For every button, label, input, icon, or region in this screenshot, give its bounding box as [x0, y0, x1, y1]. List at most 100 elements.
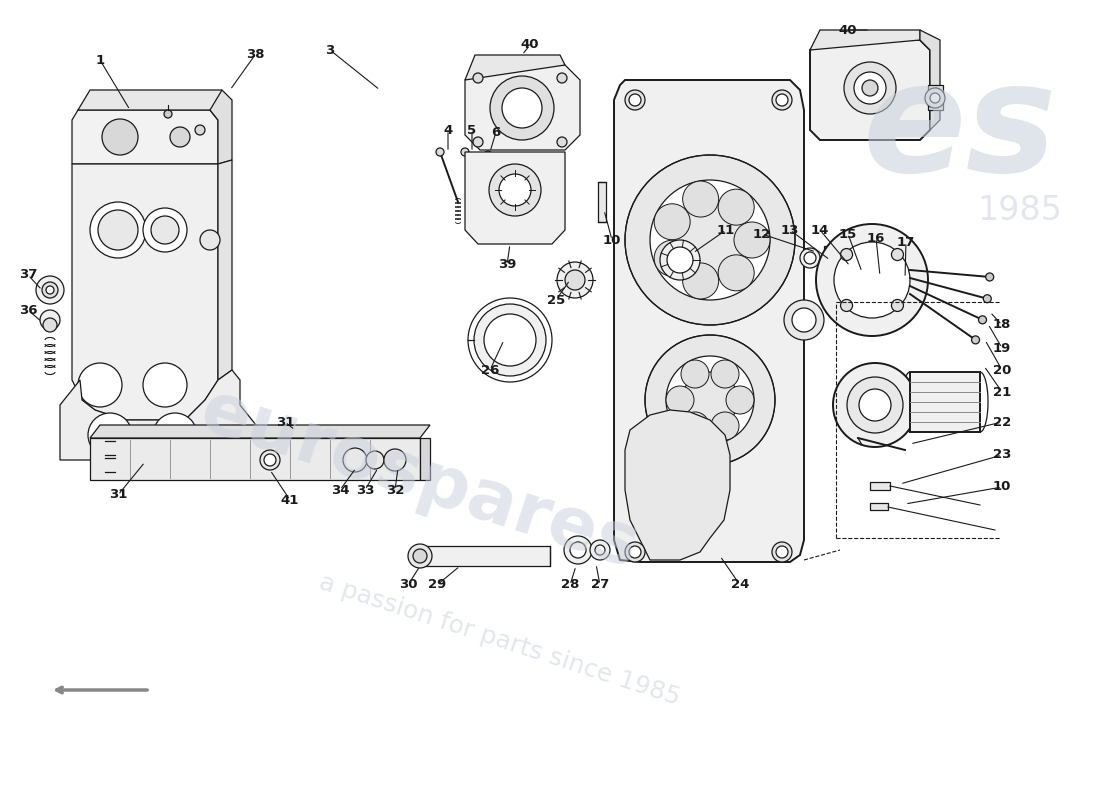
Text: 10: 10 [603, 234, 622, 246]
Text: eurospares: eurospares [192, 377, 648, 583]
Circle shape [930, 93, 940, 103]
Text: 19: 19 [993, 342, 1011, 354]
Polygon shape [465, 65, 580, 150]
Text: 24: 24 [730, 578, 749, 591]
Circle shape [711, 412, 739, 440]
Text: es: es [862, 55, 1057, 205]
Circle shape [986, 273, 993, 281]
Circle shape [859, 389, 891, 421]
Polygon shape [90, 425, 430, 438]
Circle shape [412, 549, 427, 563]
Text: 29: 29 [428, 578, 447, 591]
Circle shape [718, 189, 755, 225]
Polygon shape [210, 90, 232, 164]
Circle shape [40, 310, 60, 330]
Text: 23: 23 [993, 449, 1011, 462]
Circle shape [654, 240, 690, 276]
Circle shape [650, 180, 770, 300]
Polygon shape [810, 40, 930, 140]
Circle shape [43, 318, 57, 332]
Circle shape [367, 452, 383, 468]
Circle shape [800, 248, 820, 268]
Circle shape [153, 413, 197, 457]
Circle shape [90, 202, 146, 258]
Circle shape [804, 252, 816, 264]
Text: 27: 27 [591, 578, 609, 591]
Circle shape [772, 90, 792, 110]
Circle shape [590, 540, 610, 560]
Polygon shape [465, 152, 565, 244]
Circle shape [370, 455, 379, 465]
Circle shape [484, 151, 492, 159]
Text: 21: 21 [993, 386, 1011, 398]
Text: 32: 32 [386, 483, 404, 497]
Text: 26: 26 [481, 363, 499, 377]
Circle shape [682, 372, 738, 428]
Circle shape [264, 454, 276, 466]
Circle shape [816, 224, 928, 336]
Circle shape [681, 412, 710, 440]
Text: 37: 37 [19, 269, 37, 282]
Circle shape [557, 73, 566, 83]
Circle shape [565, 270, 585, 290]
Polygon shape [218, 160, 232, 380]
Text: 18: 18 [993, 318, 1011, 331]
Circle shape [200, 230, 220, 250]
Circle shape [840, 249, 852, 261]
Text: 31: 31 [276, 415, 294, 429]
Circle shape [833, 363, 917, 447]
Circle shape [667, 247, 693, 273]
Text: 22: 22 [993, 415, 1011, 429]
Circle shape [847, 377, 903, 433]
Circle shape [151, 216, 179, 244]
Circle shape [854, 72, 886, 104]
Circle shape [484, 314, 536, 366]
Circle shape [473, 73, 483, 83]
Circle shape [983, 294, 991, 302]
Polygon shape [465, 55, 565, 80]
Circle shape [625, 90, 645, 110]
Text: 5: 5 [468, 123, 476, 137]
Circle shape [143, 208, 187, 252]
Circle shape [595, 545, 605, 555]
Circle shape [502, 88, 542, 128]
Polygon shape [60, 370, 260, 460]
Polygon shape [614, 80, 804, 562]
Text: 39: 39 [498, 258, 516, 271]
Bar [420, 546, 550, 566]
Circle shape [645, 335, 775, 465]
Text: 6: 6 [492, 126, 500, 138]
Text: 11: 11 [717, 223, 735, 237]
Circle shape [840, 299, 852, 311]
Circle shape [672, 202, 748, 278]
Circle shape [46, 286, 54, 294]
Text: 40: 40 [838, 23, 857, 37]
Circle shape [834, 242, 910, 318]
Circle shape [346, 452, 363, 468]
Text: 36: 36 [19, 303, 37, 317]
Circle shape [979, 316, 987, 324]
Text: 1: 1 [96, 54, 104, 66]
Bar [90, 438, 420, 480]
Circle shape [625, 155, 795, 325]
Circle shape [408, 544, 432, 568]
Circle shape [718, 255, 755, 291]
Circle shape [473, 137, 483, 147]
Circle shape [711, 360, 739, 388]
Circle shape [343, 448, 367, 472]
Circle shape [499, 174, 531, 206]
Circle shape [143, 363, 187, 407]
Circle shape [784, 300, 824, 340]
Text: 4: 4 [443, 123, 452, 137]
Circle shape [564, 536, 592, 564]
Circle shape [660, 240, 700, 280]
Circle shape [726, 386, 754, 414]
Bar [598, 182, 606, 222]
Text: 15: 15 [839, 227, 857, 241]
Polygon shape [78, 90, 222, 120]
Circle shape [792, 308, 816, 332]
Text: 16: 16 [867, 231, 886, 245]
Text: 20: 20 [993, 363, 1011, 377]
Text: 12: 12 [752, 227, 771, 241]
Circle shape [844, 62, 896, 114]
